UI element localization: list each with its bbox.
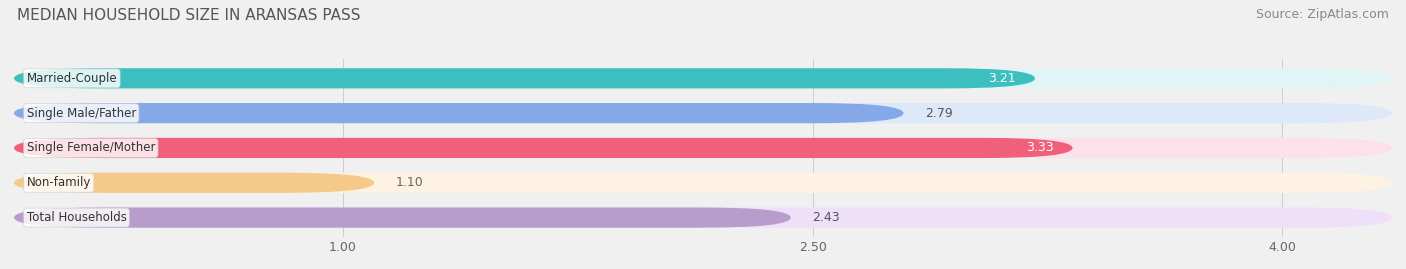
FancyBboxPatch shape [14, 207, 790, 228]
FancyBboxPatch shape [14, 207, 1392, 228]
FancyBboxPatch shape [14, 173, 1392, 193]
FancyBboxPatch shape [14, 68, 1392, 89]
FancyBboxPatch shape [14, 173, 374, 193]
Text: Total Households: Total Households [27, 211, 127, 224]
Text: 3.21: 3.21 [988, 72, 1017, 85]
FancyBboxPatch shape [14, 138, 1073, 158]
Text: MEDIAN HOUSEHOLD SIZE IN ARANSAS PASS: MEDIAN HOUSEHOLD SIZE IN ARANSAS PASS [17, 8, 360, 23]
Text: Single Male/Father: Single Male/Father [27, 107, 136, 120]
Text: Source: ZipAtlas.com: Source: ZipAtlas.com [1256, 8, 1389, 21]
FancyBboxPatch shape [14, 103, 1392, 123]
Text: Non-family: Non-family [27, 176, 91, 189]
Text: Single Female/Mother: Single Female/Mother [27, 141, 155, 154]
Text: 3.33: 3.33 [1026, 141, 1053, 154]
FancyBboxPatch shape [14, 68, 1035, 89]
Text: Married-Couple: Married-Couple [27, 72, 117, 85]
Text: 2.43: 2.43 [813, 211, 841, 224]
FancyBboxPatch shape [14, 138, 1392, 158]
Text: 2.79: 2.79 [925, 107, 953, 120]
FancyBboxPatch shape [14, 103, 904, 123]
Text: 1.10: 1.10 [396, 176, 423, 189]
